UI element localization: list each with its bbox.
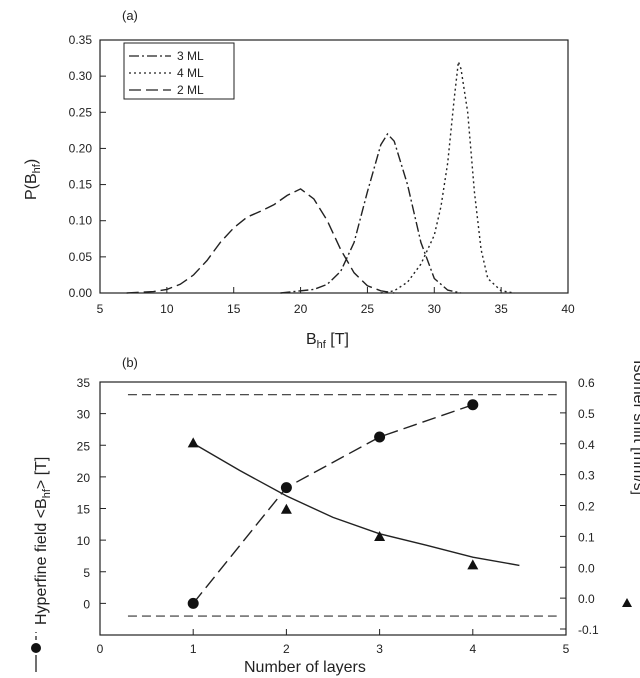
panel-b-hyperfine-point [374,431,386,443]
panel-b-left-y-axis-label-group: Hyperfine field <Bhf> [T] [31,457,53,672]
panel-b-right-y-tick-label: 0.1 [578,530,595,544]
panel-a-x-tick-label: 20 [294,302,308,316]
panel-a-x-tick-label: 35 [494,302,508,316]
panel-a-series [126,61,515,294]
panel-b-reference-lines [127,394,557,617]
panel-b-left-y-tick-label: 25 [77,439,91,453]
panel-b-right-y-tick-label: 0.0 [578,592,595,606]
panel-a-legend: 3 ML 4 ML 2 ML [123,42,235,100]
panel-b-left-y-tick-label: 20 [77,471,91,485]
panel-b-isomer-shift-point [467,559,479,570]
panel-a-y-tick-label: 0.15 [69,178,93,192]
panel-b-x-tick-label: 5 [563,642,570,656]
panel-b-right-y-tick-label: 0.2 [578,500,595,514]
panel-b-right-y-tick-label: 0.6 [578,376,595,390]
panel-a-y-tick-label: 0.30 [69,69,93,83]
legend-label-3ml: 3 ML [177,49,204,63]
panel-a-y-tick-label: 0.35 [69,33,93,47]
panel-b-x-tick-label: 0 [97,642,104,656]
panel-b-right-y-tick-label: 0.4 [578,438,595,452]
legend-label-4ml: 4 ML [177,66,204,80]
panel-a-y-tick-label: 0.05 [69,250,93,264]
left-label-circle-marker-icon [31,643,41,653]
panel-b-x-tick-label: 4 [469,642,476,656]
panel-a-x-tick-label: 40 [561,302,575,316]
panel-b-left-y-tick-label: 5 [83,566,90,580]
panel-b-right-y-tick-label: 0.3 [578,469,595,483]
panel-a-y-tick-label: 0.20 [69,141,93,155]
panel-b-isomer-shift-fit-curve [192,442,520,567]
panel-b-label: (b) [122,355,138,370]
panel-b-left-y-axis-label: Hyperfine field <Bhf> [T] [33,457,53,625]
panel-b-series [187,399,520,609]
panel-b-left-y-tick-label: 35 [77,376,91,390]
panel-a-x-tick-label: 10 [160,302,174,316]
panel-a-x-tick-label: 30 [428,302,442,316]
panel-b-x-axis-label: Number of layers [244,659,366,676]
panel-b-left-y-tick-label: 15 [77,503,91,517]
panel-a-x-axis-label: Bhf [T] [306,331,349,351]
panel-a-series-line-2-ml [126,188,395,294]
panel-b-isomer-shift-point [280,503,292,514]
panel-b-hyperfine-point [467,399,479,411]
panel-a-series-line-4-ml [380,61,515,294]
panel-b-hyperfine-point [187,597,199,609]
panel-b-hyperfine-line [192,404,474,604]
panel-a-y-axis-label: P(Bhf) [23,159,43,200]
panel-a-x-tick-label: 25 [361,302,375,316]
panel-b-left-y-tick-label: 30 [77,408,91,422]
panel-b-x-tick-label: 3 [376,642,383,656]
panel-a-x-tick-label: 5 [97,302,104,316]
panel-b-hyperfine-point [280,482,292,494]
panel-a-y-tick-label: 0.10 [69,214,93,228]
panel-b-x-tick-label: 2 [283,642,290,656]
legend-box [123,42,235,100]
panel-b-left-y-tick-label: 0 [83,597,90,611]
panel-a: (a) 5 10 15 20 25 30 35 40 0.00 0.05 0.10 0.15 0.20 0… [23,8,575,351]
panel-b-right-y-tick-label: -0.1 [578,623,599,637]
right-label-triangle-marker-icon [622,598,632,607]
panel-b-left-y-tick-label: 10 [77,534,91,548]
panel-b-ticks: 0 1 2 3 4 5 0 5 10 15 20 25 30 35 -0.1 0.0 0.0 0.1 0.2 0.3 0… [77,376,599,656]
panel-a-ticks: 5 10 15 20 25 30 35 40 0.00 0.05 0.10 0.15 0.20 0.25 0… [69,33,575,316]
panel-b-right-y-tick-label: 0.5 [578,407,595,421]
panel-b: (b) 0 1 2 3 4 5 0 5 10 15 20 25 30 35 -0.1 0.0 0.0 0.1 0.2… [31,355,640,676]
panel-a-x-tick-label: 15 [227,302,241,316]
panel-b-right-y-tick-label: 0.0 [578,561,595,575]
panel-b-isomer-shift-point [374,530,386,541]
panel-b-plot-frame [99,381,567,636]
legend-label-2ml: 2 ML [177,83,204,97]
panel-a-plot-frame [99,39,569,294]
panel-b-right-y-axis-label: Isomer shift [mm/s] [630,360,640,495]
panel-a-label: (a) [122,8,138,23]
panel-b-isomer-shift-point [187,437,199,448]
panel-b-x-tick-label: 1 [190,642,197,656]
panel-a-y-tick-label: 0.00 [69,286,93,300]
panel-a-series-line-3-ml [280,132,462,294]
panel-b-right-y-axis-label-group: Isomer shift [mm/s] [622,360,640,607]
panel-a-y-tick-label: 0.25 [69,105,93,119]
